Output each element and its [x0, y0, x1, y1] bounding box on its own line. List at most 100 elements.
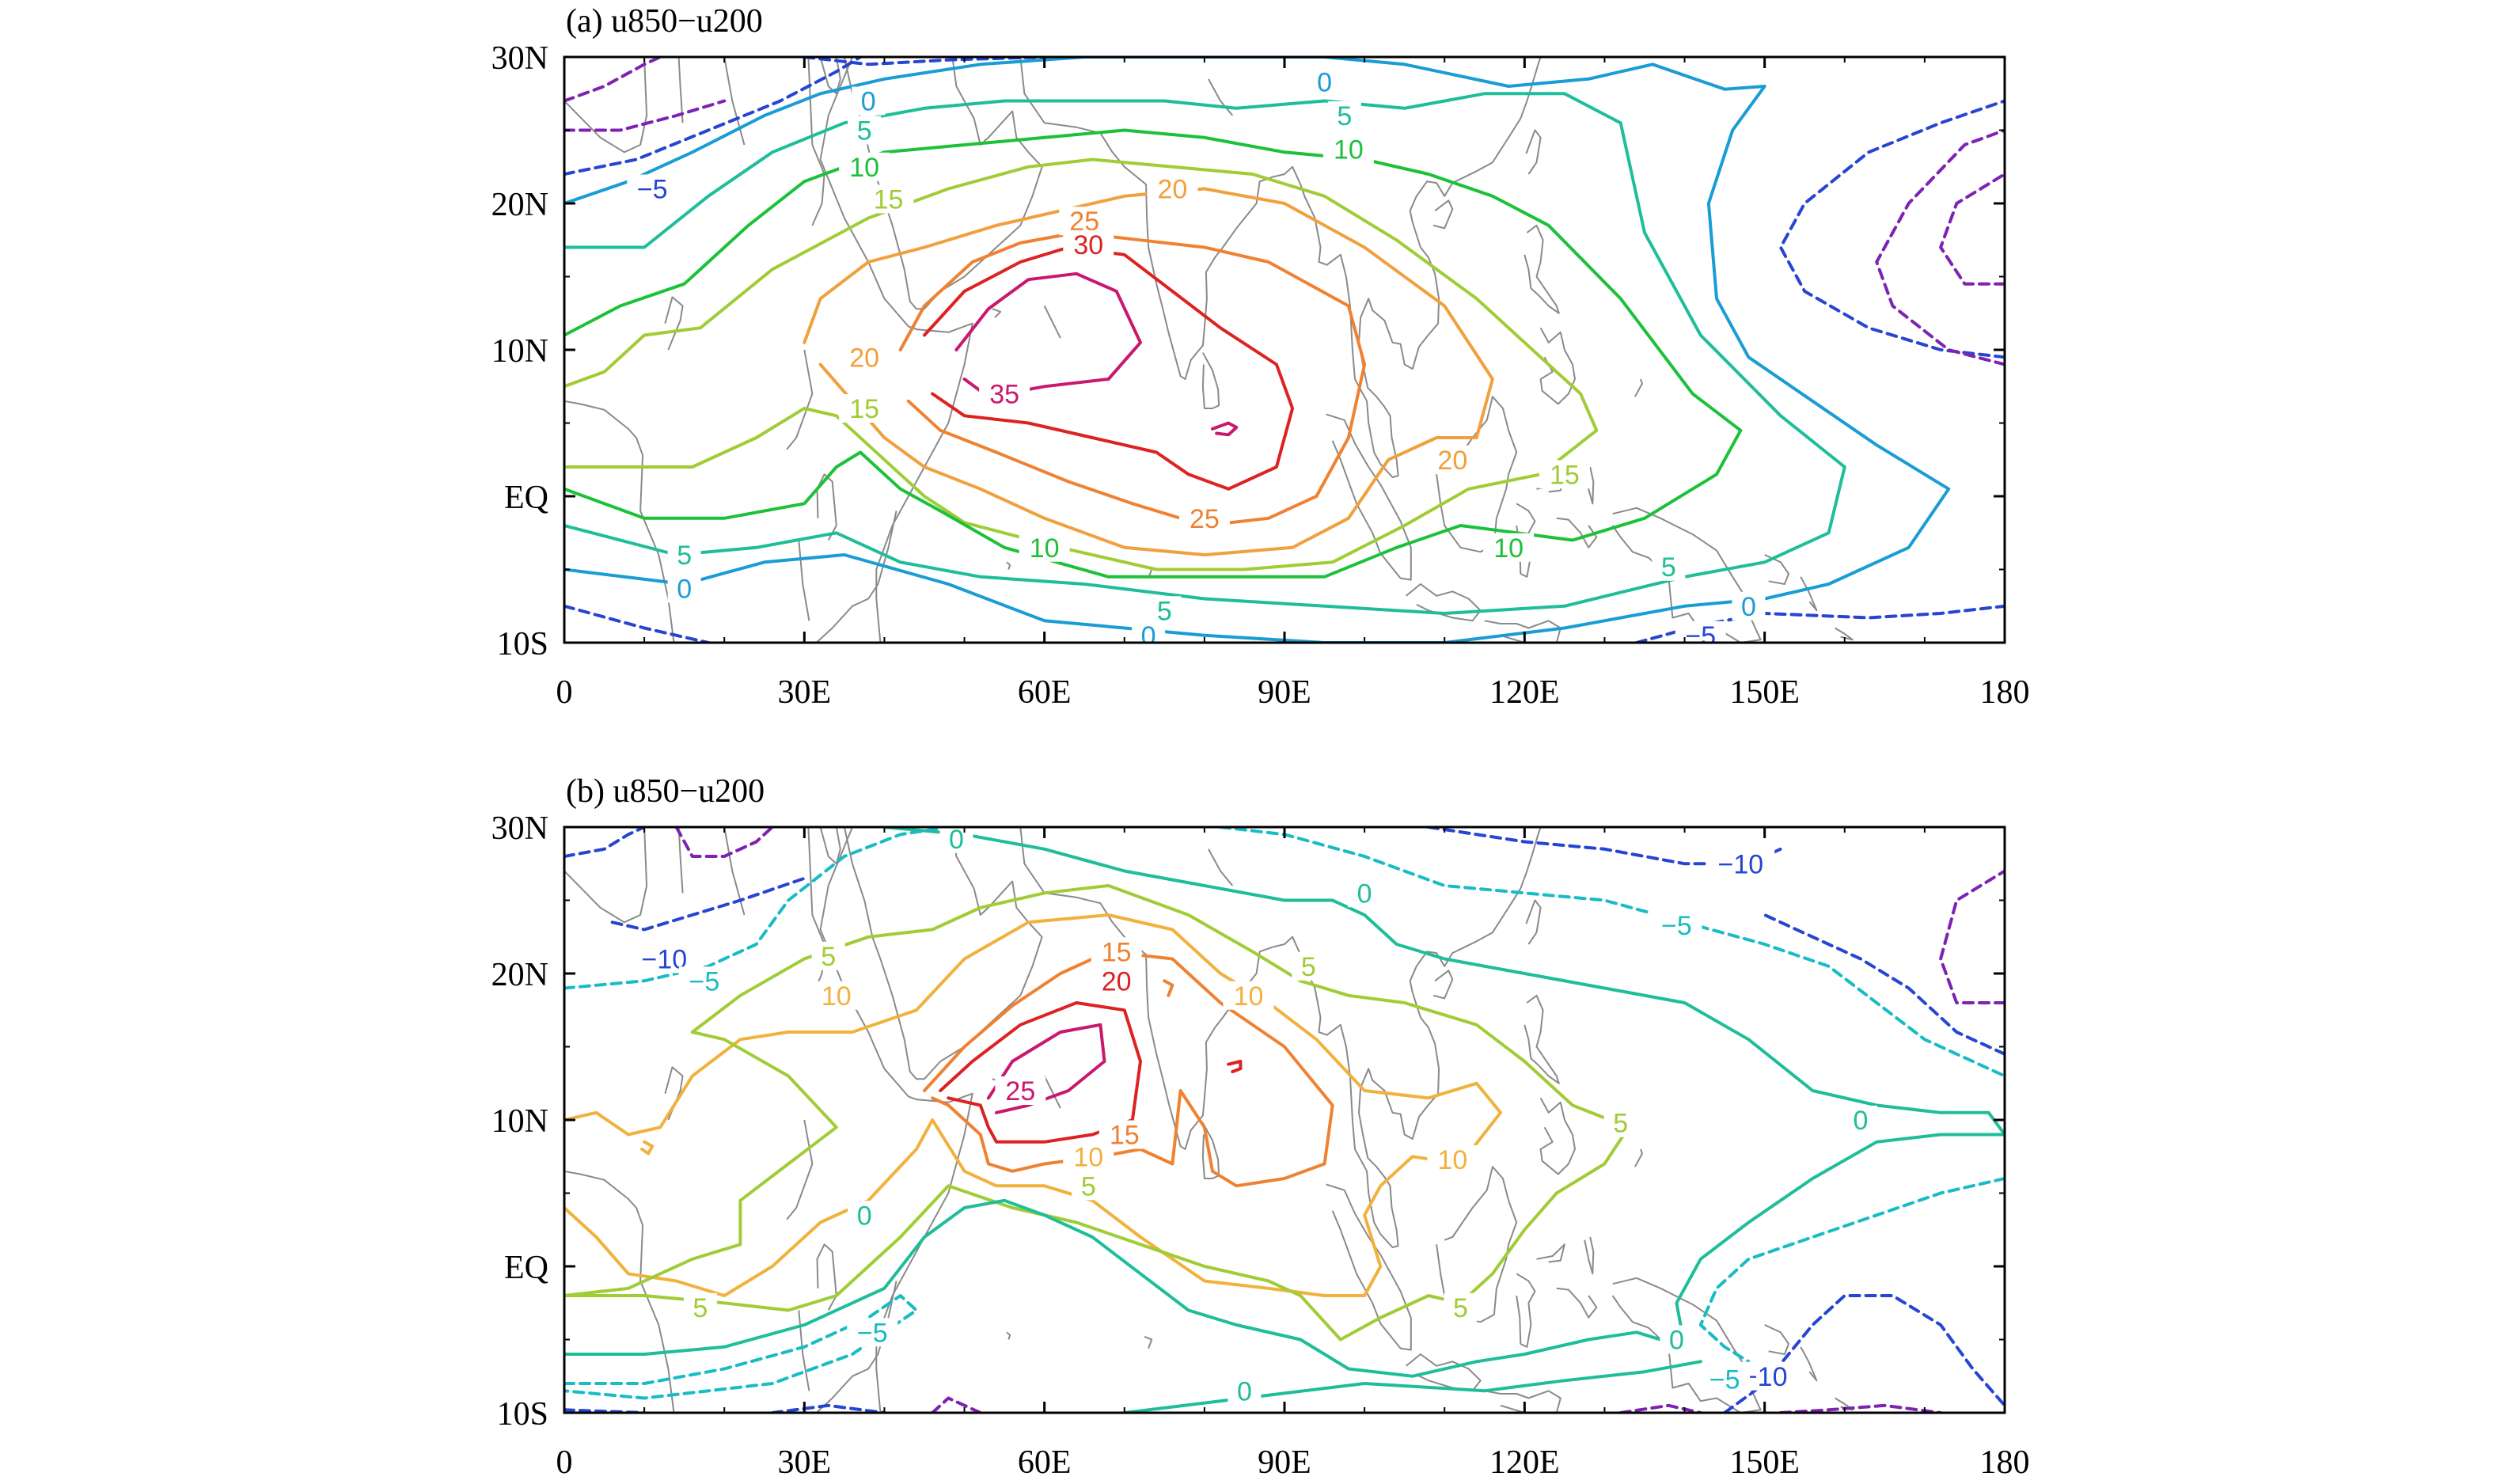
contour-line-10 [640, 1140, 655, 1156]
contour-label-bg [839, 343, 890, 372]
contour-label-bg [1307, 67, 1341, 97]
contour-line-0 [564, 827, 2005, 1378]
contour-label-bg [1844, 1106, 1877, 1134]
coastline [1764, 554, 1789, 585]
coastline [1556, 517, 1598, 548]
coastline [1634, 378, 1643, 397]
x-tick-label: 0 [556, 674, 573, 711]
contour-line-neg5 [564, 827, 951, 990]
contour-label-bg [678, 966, 730, 996]
contour-label: 20 [1158, 175, 1188, 205]
x-tick-label: 150E [1729, 674, 1800, 711]
contour-label: 5 [857, 116, 872, 146]
contour-label: −10 [1717, 849, 1763, 879]
coastline [1764, 1324, 1789, 1355]
contour-line-20 [1227, 1060, 1243, 1073]
contour-label-bg [848, 116, 882, 145]
contour-line-neg10 [1875, 128, 2005, 366]
contour-label-bg [1063, 230, 1114, 259]
contour-label: 25 [1190, 504, 1220, 534]
x-tick-label: 30E [778, 1444, 832, 1480]
contour-label-bg [1444, 1292, 1478, 1322]
x-tick-label: 150E [1729, 1444, 1800, 1480]
coastline [1556, 1287, 1598, 1319]
coastline [564, 1170, 675, 1413]
panel-title: (b) u850−u200 [566, 773, 765, 810]
contour-label: −5 [1685, 621, 1716, 651]
contour-label: 15 [874, 184, 904, 214]
y-tick-label: EQ [504, 480, 548, 516]
contour-line-20 [939, 1001, 1142, 1144]
contour-line-neg10 [770, 1403, 886, 1413]
contour-label-bg [1651, 910, 1702, 939]
contour-label: 0 [857, 1201, 872, 1231]
x-tick-label: 90E [1258, 674, 1311, 711]
coastline [819, 827, 841, 865]
contour-label: −5 [689, 966, 720, 996]
contour-label: 5 [1337, 101, 1352, 131]
contour-label-bg [1327, 101, 1361, 130]
contour-line-10 [564, 913, 1502, 1297]
coastline [1800, 576, 1818, 612]
x-tick-label: 180 [1980, 1444, 2030, 1480]
y-tick-label: 10S [497, 626, 548, 662]
contour-label: 0 [1357, 879, 1372, 909]
contour-label-bg [1732, 591, 1766, 621]
contour-label-bg [995, 1076, 1046, 1105]
coastline [1201, 352, 1220, 409]
contour-label-bg [1427, 445, 1478, 474]
coastline [992, 308, 1002, 318]
coastline [1326, 413, 1412, 581]
contour-label: 5 [1613, 1109, 1628, 1139]
contour-line-neg5 [1778, 99, 2005, 359]
contour-label-bg [1148, 596, 1182, 625]
coastline [1524, 994, 1560, 1084]
contour-label: 20 [1102, 966, 1132, 996]
coastline [677, 57, 684, 123]
x-tick-label: 0 [556, 1444, 573, 1480]
contour-label: −5 [1661, 911, 1692, 941]
coastline [1516, 1273, 1536, 1348]
coastline [816, 1243, 837, 1311]
y-tick-label: 10N [491, 333, 548, 370]
contour-line-neg5 [564, 57, 863, 176]
contour-label: 5 [1453, 1293, 1468, 1323]
contour-line-30 [923, 245, 1295, 491]
coastline [798, 540, 810, 621]
contour-label: 35 [989, 380, 1019, 410]
contour-label: 5 [1301, 952, 1316, 982]
contour-label-bg [810, 981, 862, 1010]
contour-line-5 [564, 92, 1846, 615]
contour-label: 0 [677, 575, 692, 605]
contour-label-bg [1603, 1108, 1637, 1137]
contour-label-bg [1292, 951, 1326, 981]
contour-label: 30 [1073, 230, 1103, 260]
contour-label-bg [1099, 1120, 1150, 1149]
contour-line-20 [803, 187, 1494, 556]
contour-line-neg5 [1698, 1177, 2005, 1364]
contour-label-bg [811, 941, 845, 970]
contour-label: 0 [1854, 1106, 1869, 1136]
contour-label: 15 [1102, 937, 1132, 967]
contour-line-35 [1211, 421, 1239, 437]
contour-label-bg [1178, 503, 1230, 533]
coastline [1406, 1353, 1482, 1392]
contour-label-bg [1483, 533, 1535, 562]
contour-line-neg5 [564, 604, 710, 643]
contour-label-bg [627, 174, 678, 203]
coastline [1611, 507, 1762, 643]
contour-line-neg15 [1939, 869, 2005, 1004]
contour-line-neg15 [1778, 1403, 1943, 1413]
contour-label-bg [1091, 937, 1142, 966]
coastline [723, 57, 746, 146]
coastline [1524, 224, 1560, 314]
coastline [1208, 848, 1234, 886]
y-tick-label: 30N [491, 40, 548, 77]
contour-label: 10 [849, 153, 879, 183]
contour-line-neg10 [564, 99, 727, 132]
coastline [564, 400, 675, 643]
contour-label-bg [667, 541, 701, 569]
